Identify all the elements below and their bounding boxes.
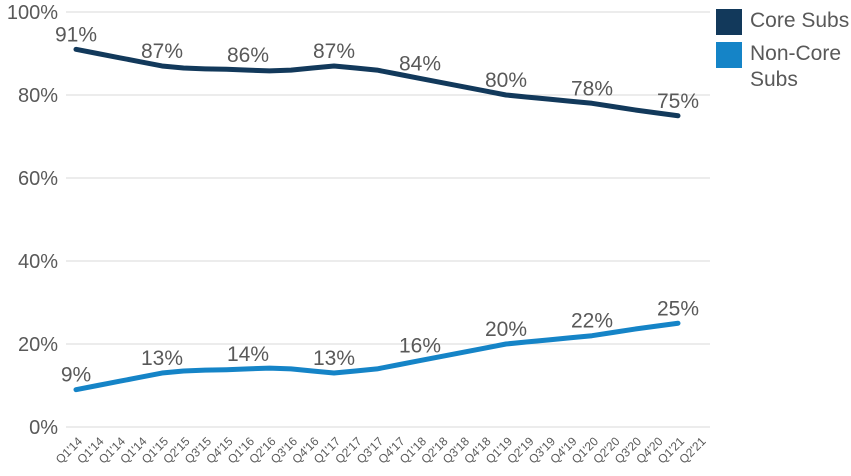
core-subs-data-label: 78% bbox=[571, 77, 613, 100]
non-core-subs-swatch bbox=[716, 42, 742, 68]
non-core-subs-data-label: 16% bbox=[399, 335, 441, 358]
non-core-subs-legend-label: Non-Core Subs bbox=[750, 42, 842, 91]
core-subs-data-label: 84% bbox=[399, 52, 441, 75]
non-core-subs-line bbox=[73, 320, 681, 393]
non-core-subs-data-label: 14% bbox=[227, 343, 269, 366]
core-subs-swatch bbox=[716, 9, 742, 35]
legend-item-non-core-subs: Non-Core Subs bbox=[716, 41, 851, 93]
core-subs-data-label: 80% bbox=[485, 69, 527, 92]
y-axis-tick-label: 80% bbox=[18, 85, 58, 107]
core-subs-data-label: 75% bbox=[657, 90, 699, 113]
non-core-subs-data-label: 9% bbox=[61, 364, 91, 387]
non-core-subs-data-label: 20% bbox=[485, 318, 527, 341]
non-core-subs-data-label: 25% bbox=[657, 297, 699, 320]
core-subs-legend-label: Core Subs bbox=[750, 9, 850, 32]
core-subs-data-label: 87% bbox=[313, 40, 355, 63]
y-axis-tick-label: 60% bbox=[18, 168, 58, 190]
y-axis-tick-label: 100% bbox=[7, 2, 58, 24]
core-subs-data-label: 87% bbox=[141, 40, 183, 63]
core-subs-data-label: 86% bbox=[227, 44, 269, 67]
legend: Core Subs Non-Core Subs bbox=[716, 8, 851, 93]
non-core-subs-data-label: 13% bbox=[141, 347, 183, 370]
y-axis-tick-label: 40% bbox=[18, 251, 58, 273]
non-core-subs-data-label: 13% bbox=[313, 347, 355, 370]
non-core-subs-data-label: 22% bbox=[571, 310, 613, 333]
y-axis-tick-label: 0% bbox=[29, 417, 58, 439]
y-axis-tick-label: 20% bbox=[18, 334, 58, 356]
core-subs-line bbox=[73, 46, 681, 119]
legend-item-core-subs: Core Subs bbox=[716, 8, 851, 35]
core-subs-data-label: 91% bbox=[55, 23, 97, 46]
